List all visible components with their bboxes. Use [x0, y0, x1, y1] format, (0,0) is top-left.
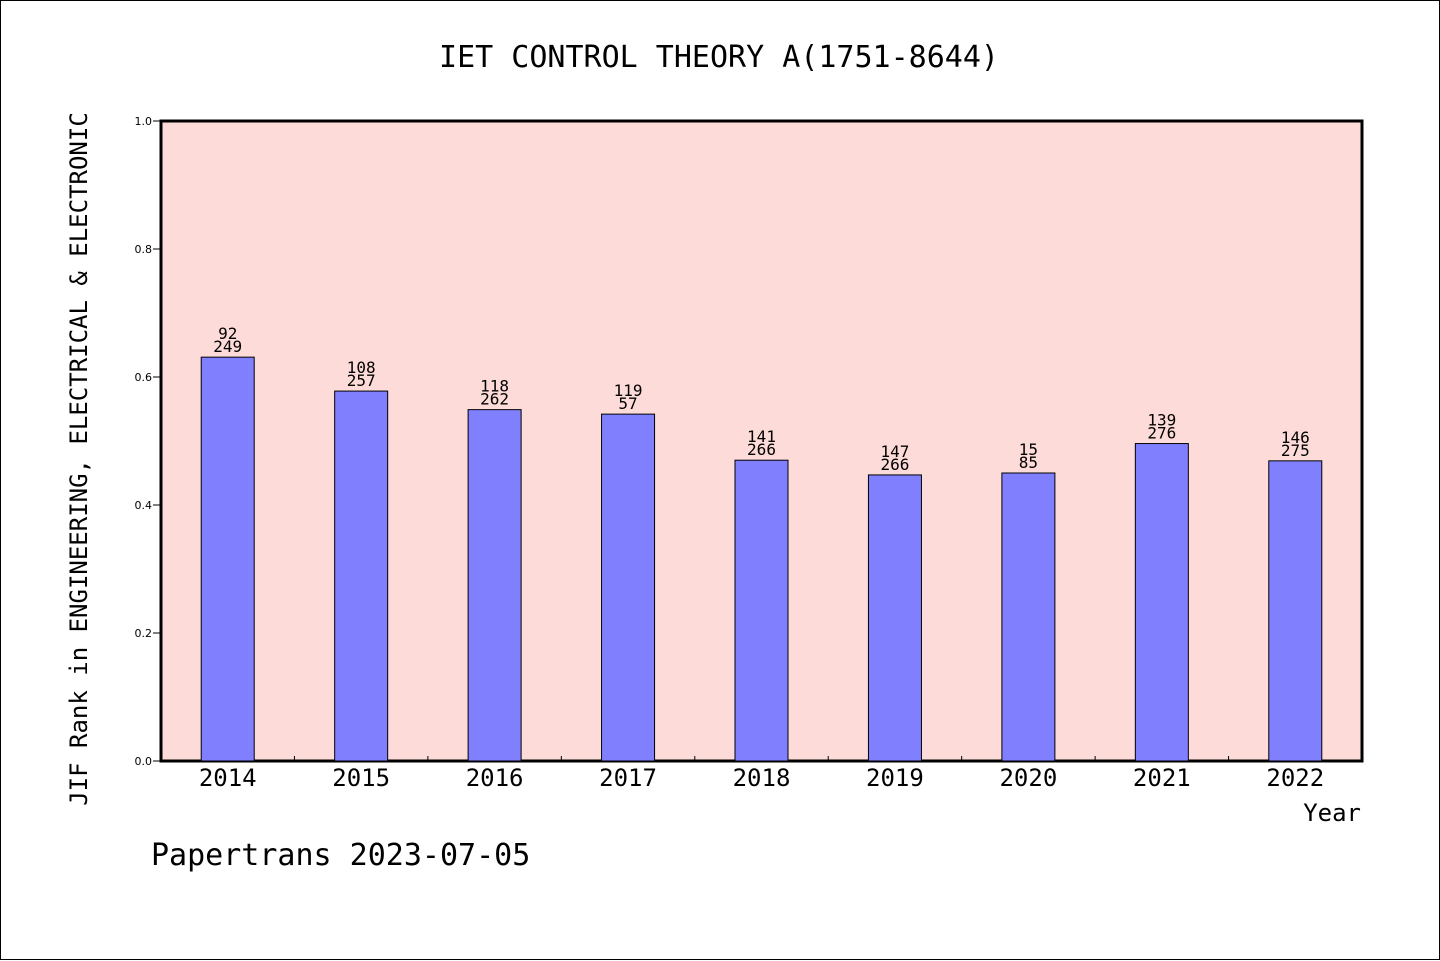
- x-tick-label: 2015: [332, 764, 390, 792]
- bar: [734, 459, 789, 762]
- bar: [867, 474, 922, 762]
- y-axis-label: JIF Rank in ENGINEERING, ELECTRICAL & EL…: [65, 112, 93, 806]
- bar-rank-label: 118: [480, 377, 509, 396]
- bar-total-label: 249: [213, 337, 242, 356]
- bar-total-label: 57: [618, 394, 637, 413]
- x-tick-label: 2020: [999, 764, 1057, 792]
- y-axis: 0.0 0.2 0.4 0.6 0.8 1.0: [135, 115, 161, 768]
- bar: [601, 413, 656, 762]
- bar-total-label: 276: [1147, 424, 1176, 443]
- x-axis: 2014 2015 2016 2017 2018 2019 2020 2021 2022: [199, 756, 1324, 792]
- bar-total-label: 85: [1019, 453, 1038, 472]
- footer-credit: Papertrans 2023-07-05: [151, 838, 530, 873]
- x-tick-label: 2022: [1266, 764, 1324, 792]
- y-tick-label: 1.0: [135, 115, 153, 128]
- bar: [467, 409, 522, 762]
- bar-rank-label: 108: [347, 358, 376, 377]
- y-tick-label: 0.4: [135, 499, 153, 512]
- x-tick-label: 2021: [1133, 764, 1191, 792]
- x-tick-label: 2016: [466, 764, 524, 792]
- x-axis-label: Year: [1303, 799, 1361, 827]
- bar-total-label: 266: [747, 440, 776, 459]
- bar: [334, 390, 389, 762]
- x-tick-label: 2017: [599, 764, 657, 792]
- bar-rank-label: 15: [1019, 440, 1038, 459]
- chart-title: IET CONTROL THEORY A(1751-8644): [439, 40, 999, 75]
- bar-rank-label: 92: [218, 324, 237, 343]
- bar-total-label: 262: [480, 390, 509, 409]
- bar-total-label: 275: [1281, 441, 1310, 460]
- x-tick-label: 2018: [733, 764, 791, 792]
- bar-rank-label: 141: [747, 427, 776, 446]
- y-tick-label: 0.8: [135, 243, 153, 256]
- bar-rank-label: 147: [880, 442, 909, 461]
- bar-total-label: 257: [347, 371, 376, 390]
- x-tick-label: 2019: [866, 764, 924, 792]
- bar-rank-label: 139: [1147, 411, 1176, 430]
- bar: [200, 356, 255, 762]
- y-tick-label: 0.6: [135, 371, 153, 384]
- y-tick-label: 0.2: [135, 627, 153, 640]
- y-tick-label: 0.0: [135, 755, 153, 768]
- bar-rank-label: 119: [614, 381, 643, 400]
- bar: [1134, 443, 1189, 762]
- bar: [1001, 472, 1056, 762]
- bar-total-label: 266: [880, 455, 909, 474]
- bar-rank-label: 146: [1281, 428, 1310, 447]
- x-tick-label: 2014: [199, 764, 257, 792]
- bar: [1268, 460, 1323, 762]
